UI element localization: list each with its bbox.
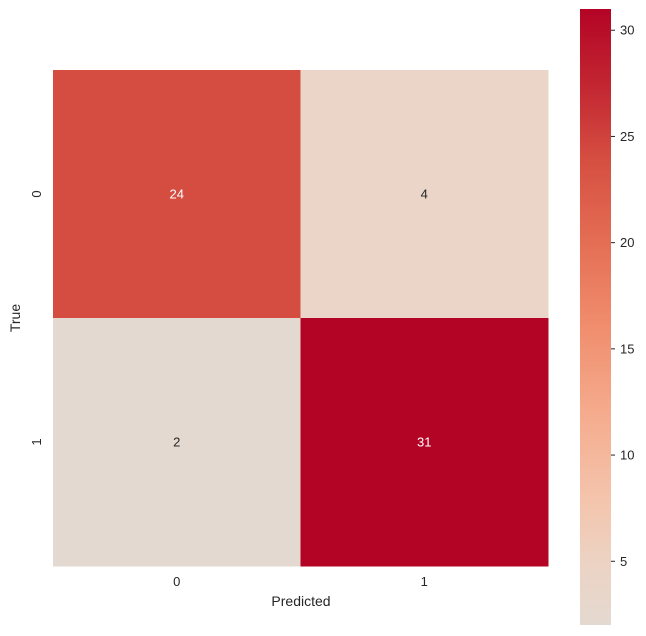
colorbar-tick-label-2: 15: [620, 341, 634, 356]
x-tick-label-0: 0: [173, 574, 180, 589]
heatmap-cell-0-0: [53, 70, 301, 319]
heatmap-cell-0-1: [300, 70, 549, 319]
colorbar-tick-label-3: 20: [620, 235, 634, 250]
x-axis-label: Predicted: [271, 593, 330, 609]
colorbar-tick-label-4: 25: [620, 129, 634, 144]
heatmap-cell-1-0: [53, 318, 301, 567]
colorbar-tick-label-5: 30: [620, 23, 634, 38]
heatmap-cell-1-1: [300, 318, 549, 567]
cell-value-label-1-1: 31: [417, 435, 431, 450]
colorbar-tick-label-1: 10: [620, 448, 634, 463]
cell-value-label-0-0: 24: [170, 187, 184, 202]
y-tick-label-0: 0: [29, 190, 44, 197]
colorbar-tick-label-0: 5: [620, 554, 627, 569]
cell-value-labels: 24 4 2 31: [170, 187, 432, 450]
heatmap-cells: [53, 70, 549, 567]
y-axis-ticks: 01: [29, 190, 44, 445]
cell-value-label-1-0: 2: [173, 435, 180, 450]
y-tick-label-1: 1: [29, 438, 44, 445]
x-tick-label-1: 1: [421, 574, 428, 589]
colorbar: [580, 9, 611, 625]
y-axis-label: True: [7, 304, 23, 332]
colorbar-ticks: 5 10 15 20 25 30: [611, 23, 634, 569]
cell-value-label-0-1: 4: [421, 187, 428, 202]
